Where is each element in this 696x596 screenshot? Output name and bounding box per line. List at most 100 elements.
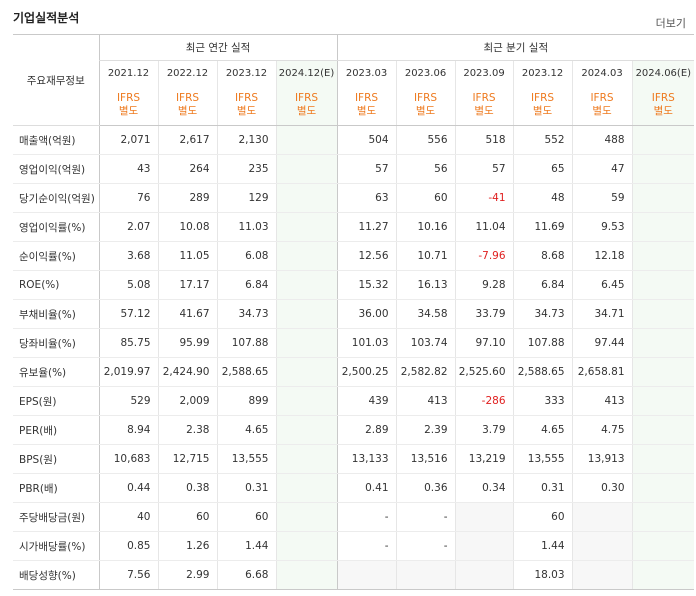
table-cell: 0.36	[395, 473, 456, 503]
table-cell	[275, 386, 338, 416]
table-cell: 289	[157, 183, 217, 213]
ifrs-label-line2: 별도	[592, 105, 612, 117]
section-title: 기업실적분석	[13, 11, 80, 25]
financial-summary-table: 주요재무정보 최근 연간 실적 최근 분기 실적 2021.12 2022.12 2…	[13, 34, 695, 590]
table-row: 주당배당금(원) 40 60 60- -60	[13, 502, 695, 532]
table-cell	[631, 560, 695, 590]
table-cell: 15.32	[336, 270, 397, 300]
table-cell: 16.13	[395, 270, 456, 300]
table-cell: 101.03	[336, 328, 397, 358]
table-cell: 2,588.65	[216, 357, 276, 387]
ifrs-label: IFRS 별도	[395, 85, 456, 126]
row-label: EPS(원)	[13, 386, 99, 416]
table-cell	[631, 415, 695, 445]
table-cell: 5.08	[98, 270, 158, 300]
table-cell: 0.31	[216, 473, 276, 503]
ifrs-label-line2: 별도	[653, 105, 673, 117]
ifrs-label: IFRS 별도	[98, 85, 158, 126]
table-cell	[275, 125, 338, 155]
ifrs-label: IFRS 별도	[454, 85, 514, 126]
corner-label: 주요재무정보	[13, 34, 99, 126]
more-link[interactable]: 더보기	[655, 17, 686, 30]
table-cell	[631, 270, 695, 300]
table-cell: 65	[512, 154, 573, 184]
table-cell: 4.65	[216, 415, 276, 445]
table-cell: 1.26	[157, 531, 217, 561]
row-label: 시가배당률(%)	[13, 531, 99, 561]
table-cell: 13,555	[512, 444, 573, 474]
table-cell	[631, 502, 695, 532]
table-cell	[275, 415, 338, 445]
table-cell	[454, 502, 514, 532]
table-cell	[631, 183, 695, 213]
table-cell: 488	[571, 125, 633, 155]
table-cell: 2,582.82	[395, 357, 456, 387]
table-cell: 2.38	[157, 415, 217, 445]
table-cell: 2,658.81	[571, 357, 633, 387]
table-row: 유보율(%) 2,019.97 2,424.90 2,588.65 2,500.25 2,…	[13, 357, 695, 387]
ifrs-label-line1: IFRS	[354, 92, 379, 104]
table-cell: 2,009	[157, 386, 217, 416]
table-cell: 13,133	[336, 444, 397, 474]
table-cell	[454, 531, 514, 561]
table-cell: 0.41	[336, 473, 397, 503]
table-cell	[571, 502, 633, 532]
row-label: 순이익률(%)	[13, 241, 99, 271]
table-cell: 2.39	[395, 415, 456, 445]
table-cell	[631, 154, 695, 184]
ifrs-label-line1: IFRS	[116, 92, 141, 104]
period-header: 2023.12	[512, 60, 573, 85]
table-cell: 60	[512, 502, 573, 532]
table-cell: 36.00	[336, 299, 397, 329]
table-cell: 2.07	[98, 212, 158, 242]
ifrs-label-line1: IFRS	[234, 92, 259, 104]
table-cell: 11.27	[336, 212, 397, 242]
table-cell: 2,071	[98, 125, 158, 155]
table-cell: 59	[571, 183, 633, 213]
row-label: 매출액(억원)	[13, 125, 99, 155]
table-cell: 439	[336, 386, 397, 416]
table-row: 부채비율(%) 57.12 41.67 34.73 36.00 34.58 33.79 34.…	[13, 299, 695, 329]
ifrs-label-line1: IFRS	[530, 92, 555, 104]
table-cell	[275, 328, 338, 358]
table-row: 영업이익률(%) 2.07 10.08 11.03 11.27 10.16 11.04 11.…	[13, 212, 695, 242]
table-cell: 0.31	[512, 473, 573, 503]
table-cell: 9.28	[454, 270, 514, 300]
table-cell: 9.53	[571, 212, 633, 242]
row-label: 영업이익률(%)	[13, 212, 99, 242]
table-cell: 413	[571, 386, 633, 416]
table-cell	[631, 212, 695, 242]
table-cell	[275, 212, 338, 242]
table-cell: 2,500.25	[336, 357, 397, 387]
table-row: 순이익률(%) 3.68 11.05 6.08 12.56 10.71 -7.96 8.68 1…	[13, 241, 695, 271]
table-cell	[631, 241, 695, 271]
table-cell	[631, 328, 695, 358]
period-header: 2023.12	[216, 60, 276, 85]
period-header: 2024.12(E)	[275, 60, 338, 85]
table-row: BPS(원) 10,683 12,715 13,555 13,133 13,516 13,2…	[13, 444, 695, 474]
ifrs-label-line2: 별도	[474, 105, 494, 117]
ifrs-label-line2: 별도	[532, 105, 553, 117]
table-cell	[631, 473, 695, 503]
table-cell: -	[395, 531, 456, 561]
table-cell: 0.38	[157, 473, 217, 503]
ifrs-label: IFRS 별도	[512, 85, 573, 126]
table-cell: 13,555	[216, 444, 276, 474]
period-header: 2023.09	[454, 60, 514, 85]
row-label: 유보율(%)	[13, 357, 99, 387]
ifrs-label-line1: IFRS	[651, 92, 675, 104]
table-cell: 97.10	[454, 328, 514, 358]
table-row: 당좌비율(%) 85.75 95.99 107.88 101.03 103.74 97.10…	[13, 328, 695, 358]
ifrs-label-line1: IFRS	[175, 92, 200, 104]
table-cell: 57.12	[98, 299, 158, 329]
table-cell	[275, 531, 338, 561]
period-header: 2023.03	[336, 60, 397, 85]
ifrs-label: IFRS 별도	[571, 85, 633, 126]
table-row: 매출액(억원) 2,071 2,617 2,130 504 556 518 552 488	[13, 125, 695, 155]
table-cell: 2,130	[216, 125, 276, 155]
table-cell: 0.44	[98, 473, 158, 503]
row-label: 부채비율(%)	[13, 299, 99, 329]
table-cell: 12.18	[571, 241, 633, 271]
period-header: 2021.12	[98, 60, 158, 85]
table-cell: 413	[395, 386, 456, 416]
